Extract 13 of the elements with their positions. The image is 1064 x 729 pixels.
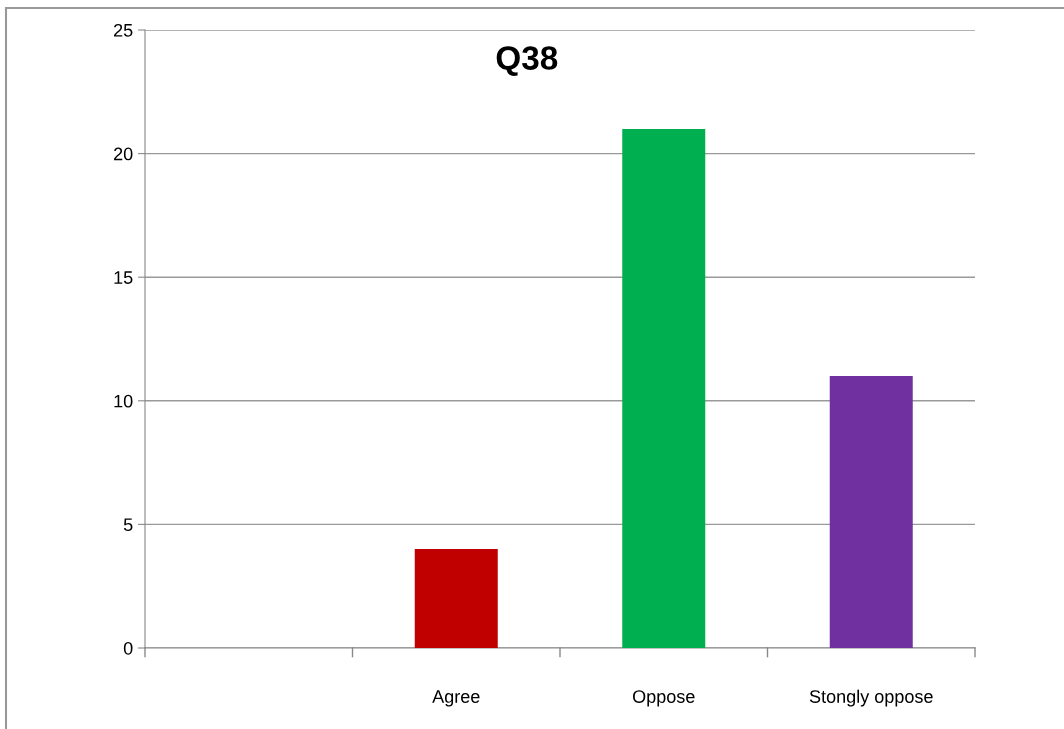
chart-title: Q38 — [496, 46, 558, 77]
y-tick-label: 10 — [114, 394, 133, 408]
y-tick-label: 0 — [123, 641, 133, 655]
x-tick-label: Agree — [432, 690, 480, 707]
y-tick-label: 5 — [123, 518, 133, 532]
y-tick-label: 20 — [114, 147, 133, 161]
x-tick-label: Stongly oppose — [809, 689, 933, 707]
y-tick-label: 15 — [114, 271, 133, 284]
bar — [829, 376, 913, 648]
bar — [622, 128, 706, 648]
bar — [414, 549, 498, 648]
x-tick-label: Oppose — [632, 690, 695, 707]
y-tick-label: 25 — [114, 23, 133, 37]
